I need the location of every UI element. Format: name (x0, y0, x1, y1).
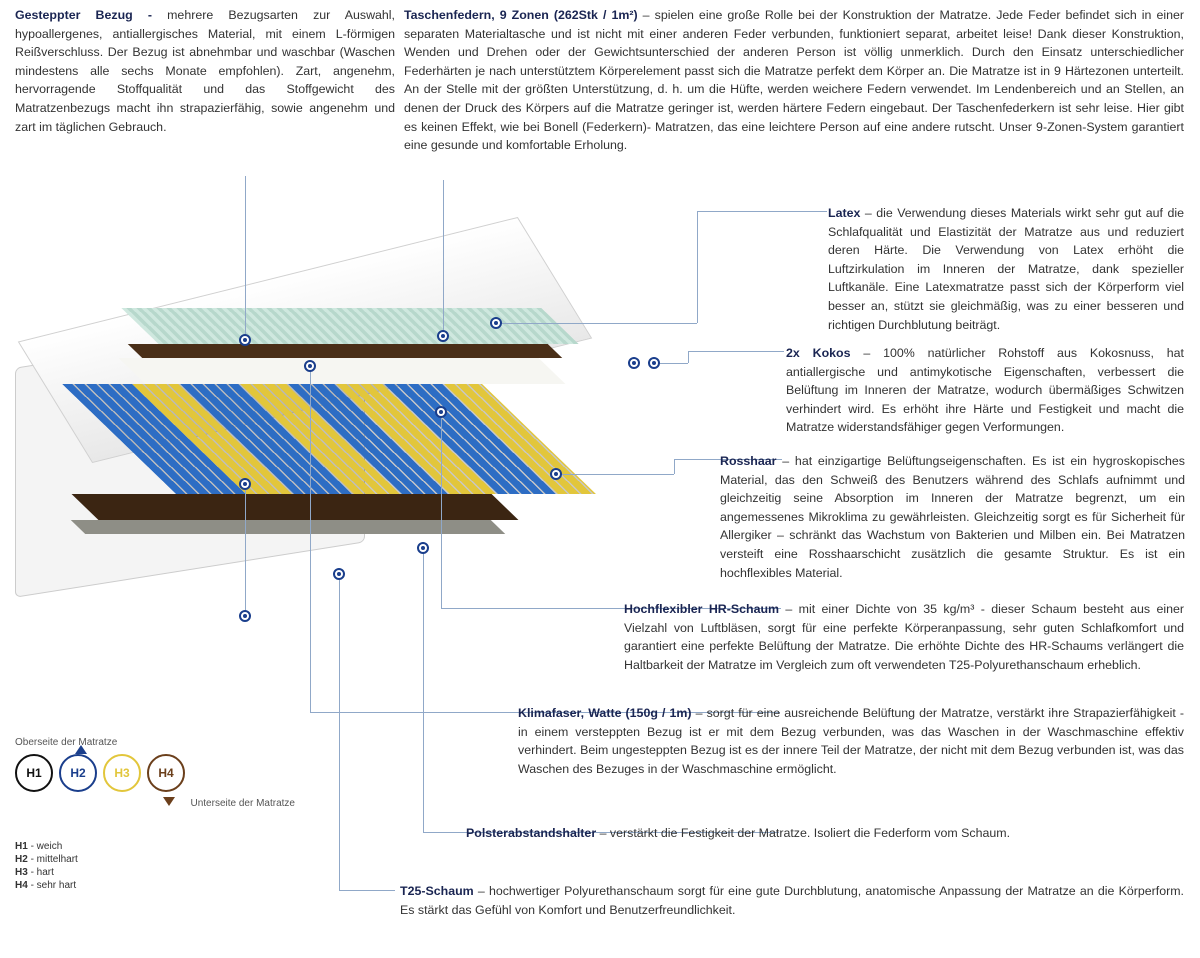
dot-polster (417, 542, 429, 554)
line-latex-h (497, 323, 697, 324)
arrow-up-icon (75, 745, 87, 754)
hardness-legend: Oberseite der Matratze H1H2H3H4 Untersei… (15, 735, 295, 811)
taschen-title: Taschenfedern, 9 Zonen (262Stk / 1m²) (404, 8, 638, 22)
dot-gestepp-top (239, 334, 251, 346)
dot-klima (304, 360, 316, 372)
dot-kokos-1 (628, 357, 640, 369)
taschen-block: Taschenfedern, 9 Zonen (262Stk / 1m²) – … (404, 6, 1184, 155)
taschen-body: – spielen eine große Rolle bei der Konst… (404, 8, 1184, 152)
line-latex-h2 (697, 211, 827, 212)
klima-title: Klimafaser, Watte (150g / 1m) (518, 706, 692, 720)
dot-rosshaar (550, 468, 562, 480)
dot-hr (435, 406, 447, 418)
gestepp-body: mehrere Bezugsarten zur Auswahl, hypoall… (15, 8, 395, 134)
rosshaar-body: – hat einzigartige Belüftungseigenschaft… (720, 454, 1185, 580)
latex-title: Latex (828, 206, 860, 220)
gestepp-title: Gesteppter Bezug - (15, 8, 167, 22)
line-hr-v (441, 412, 442, 608)
t25-title: T25-Schaum (400, 884, 474, 898)
kokos-block: 2x Kokos – 100% natürlicher Rohstoff aus… (786, 344, 1184, 437)
line-latex-v (697, 211, 698, 323)
dot-latex (490, 317, 502, 329)
rosshaar-block: Rosshaar – hat einzigartige Belüftungsei… (720, 452, 1185, 582)
dot-gestepp-side (239, 478, 251, 490)
latex-block: Latex – die Verwendung dieses Materials … (828, 204, 1184, 334)
hr-block: Hochflexibler HR-Schaum – mit einer Dich… (624, 600, 1184, 674)
legend-top-label: Oberseite der Matratze (15, 735, 295, 750)
dot-gestepp-bot (239, 610, 251, 622)
polster-title: Polsterabstandshalter (466, 826, 596, 840)
t25-block: T25-Schaum – hochwertiger Polyurethansch… (400, 882, 1184, 919)
line-gestepp-v2 (245, 484, 246, 614)
latex-body: – die Verwendung dieses Materials wirkt … (828, 206, 1184, 332)
gestepp-block: Gesteppter Bezug - mehrere Bezugsarten z… (15, 6, 395, 136)
kokos-title: 2x Kokos (786, 346, 851, 360)
hr-title: Hochflexibler HR-Schaum (624, 602, 779, 616)
polster-block: Polsterabstandshalter – verstärkt die Fe… (466, 824, 1184, 843)
rosshaar-title: Rosshaar (720, 454, 776, 468)
hardness-desc: H1 - weichH2 - mittelhartH3 - hartH4 - s… (15, 840, 78, 892)
line-kokos-v (688, 351, 689, 363)
line-ross-v (674, 459, 675, 474)
legend-bottom-label: Unterseite der Matratze (115, 796, 295, 811)
hardness-circle-h2: H2 (59, 754, 97, 792)
arrow-down-icon (163, 797, 175, 806)
polster-body: – verstärkt die Festigkeit der Matratze.… (596, 826, 1010, 840)
dot-t25 (333, 568, 345, 580)
line-ross-h (556, 474, 674, 475)
line-t25-v (339, 574, 340, 890)
hardness-circle-h3: H3 (103, 754, 141, 792)
line-taschen (443, 180, 444, 336)
dot-taschen (437, 330, 449, 342)
line-kokos-h2 (688, 351, 784, 352)
mattress-diagram (15, 230, 580, 680)
dot-kokos-2 (648, 357, 660, 369)
line-polst-v (423, 548, 424, 832)
line-klima-v (310, 366, 311, 712)
line-t25-h (339, 890, 395, 891)
hardness-circle-h4: H4 (147, 754, 185, 792)
t25-body: – hochwertiger Polyurethanschaum sorgt f… (400, 884, 1184, 917)
line-gestepp-v (245, 176, 246, 340)
klima-block: Klimafaser, Watte (150g / 1m) – sorgt fü… (518, 704, 1184, 778)
hardness-circle-h1: H1 (15, 754, 53, 792)
